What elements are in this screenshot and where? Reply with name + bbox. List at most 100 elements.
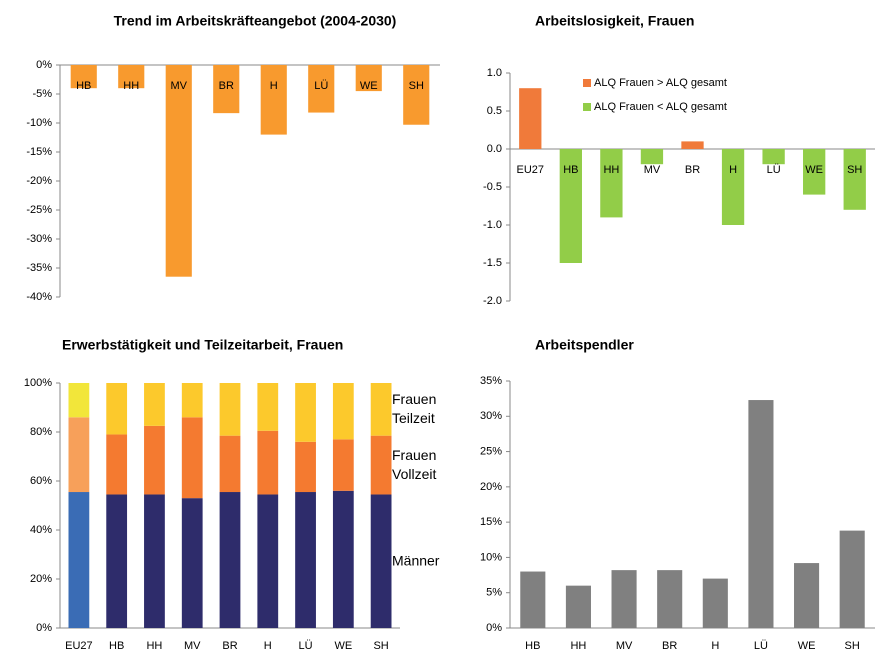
bar-segment — [181, 417, 203, 499]
bar-segment — [295, 383, 316, 442]
y-tick-label: -1.0 — [483, 219, 502, 231]
bar-segment — [257, 430, 279, 495]
bar-segment — [106, 494, 128, 628]
bar-segment — [370, 435, 392, 495]
y-tick-label: 0.0 — [487, 143, 502, 155]
y-tick-label: 40% — [30, 524, 52, 536]
y-tick-label: -25% — [26, 204, 52, 216]
x-tick-label: SH — [409, 80, 424, 92]
x-tick-label: HH — [603, 164, 619, 176]
y-tick-label: 0% — [486, 622, 502, 634]
bar-segment — [68, 417, 90, 493]
bar-segment — [332, 439, 354, 491]
bar — [70, 65, 97, 89]
bar-segment — [144, 383, 165, 426]
bar — [600, 149, 623, 218]
bar-segment — [144, 425, 165, 495]
bar — [520, 571, 546, 628]
legend-swatch — [583, 79, 591, 87]
bar-segment — [219, 492, 241, 628]
x-tick-label: MV — [644, 164, 661, 176]
y-tick-label: 20% — [30, 573, 52, 585]
chart-title: Erwerbstätigkeit und Teilzeitarbeit, Fra… — [62, 337, 343, 353]
x-tick-label: MV — [184, 640, 201, 652]
bar — [308, 65, 335, 113]
bar-segment — [332, 383, 354, 440]
y-tick-label: -10% — [26, 117, 52, 129]
y-tick-label: -15% — [26, 146, 52, 158]
x-tick-label: H — [270, 80, 278, 92]
x-tick-label: BR — [219, 80, 234, 92]
x-tick-label: LÜ — [299, 640, 313, 652]
chart-title: Trend im Arbeitskräfteangebot (2004-2030… — [114, 13, 397, 29]
bar — [165, 65, 192, 277]
bar — [519, 88, 542, 149]
y-tick-label: 80% — [30, 426, 52, 438]
bar-segment — [295, 441, 316, 493]
bar — [748, 400, 774, 628]
y-tick-label: 30% — [480, 410, 502, 422]
bar — [611, 570, 637, 628]
x-tick-label: HB — [525, 640, 540, 652]
bar — [559, 149, 582, 263]
bar — [355, 65, 382, 92]
bar-segment — [181, 383, 203, 418]
legend-swatch — [583, 103, 591, 111]
x-tick-label: H — [711, 640, 719, 652]
bar — [681, 141, 704, 149]
chart-title: Arbeitslosigkeit, Frauen — [535, 13, 694, 29]
x-tick-label: WE — [805, 164, 823, 176]
y-tick-label: 0% — [36, 622, 52, 634]
bar — [803, 149, 826, 195]
x-tick-label: LÜ — [754, 640, 768, 652]
x-tick-label: WE — [798, 640, 816, 652]
x-tick-label: LÜ — [767, 164, 781, 176]
x-tick-label: MV — [171, 80, 188, 92]
x-tick-label: HH — [123, 80, 139, 92]
x-tick-label: HH — [570, 640, 586, 652]
series-label: Frauen Teilzeit — [392, 391, 437, 427]
y-tick-label: -2.0 — [483, 295, 502, 307]
y-tick-label: -30% — [26, 233, 52, 245]
x-tick-label: BR — [222, 640, 237, 652]
bar — [118, 65, 145, 89]
bar — [839, 530, 865, 628]
x-tick-label: BR — [685, 164, 700, 176]
bar — [213, 65, 240, 114]
y-tick-label: 0% — [36, 59, 52, 71]
x-tick-label: SH — [847, 164, 862, 176]
x-tick-label: MV — [616, 640, 633, 652]
bar-segment — [257, 494, 279, 628]
bar-segment — [181, 498, 203, 628]
bar — [260, 65, 287, 135]
bar — [657, 570, 683, 628]
y-tick-label: 5% — [486, 587, 502, 599]
bar-segment — [370, 494, 392, 628]
bar — [794, 563, 820, 628]
bar — [721, 149, 745, 225]
x-tick-label: HB — [76, 80, 91, 92]
y-tick-label: 15% — [480, 516, 502, 528]
x-tick-label: EU27 — [65, 640, 93, 652]
x-tick-label: SH — [845, 640, 860, 652]
x-tick-label: WE — [334, 640, 352, 652]
x-tick-label: LÜ — [314, 80, 328, 92]
y-tick-label: 0.5 — [487, 105, 502, 117]
bar-segment — [219, 383, 241, 436]
y-tick-label: 100% — [24, 377, 52, 389]
bar-segment — [106, 434, 128, 495]
y-tick-label: -0.5 — [483, 181, 502, 193]
x-tick-label: H — [264, 640, 272, 652]
bar-segment — [106, 383, 128, 435]
x-tick-label: EU27 — [517, 164, 545, 176]
x-tick-label: HH — [146, 640, 162, 652]
bar — [640, 149, 664, 165]
legend-label: ALQ Frauen < ALQ gesamt — [594, 101, 727, 113]
bar — [702, 578, 728, 628]
bar — [843, 149, 866, 210]
x-tick-label: SH — [373, 640, 388, 652]
y-tick-label: 20% — [480, 481, 502, 493]
bar-segment — [257, 383, 279, 431]
